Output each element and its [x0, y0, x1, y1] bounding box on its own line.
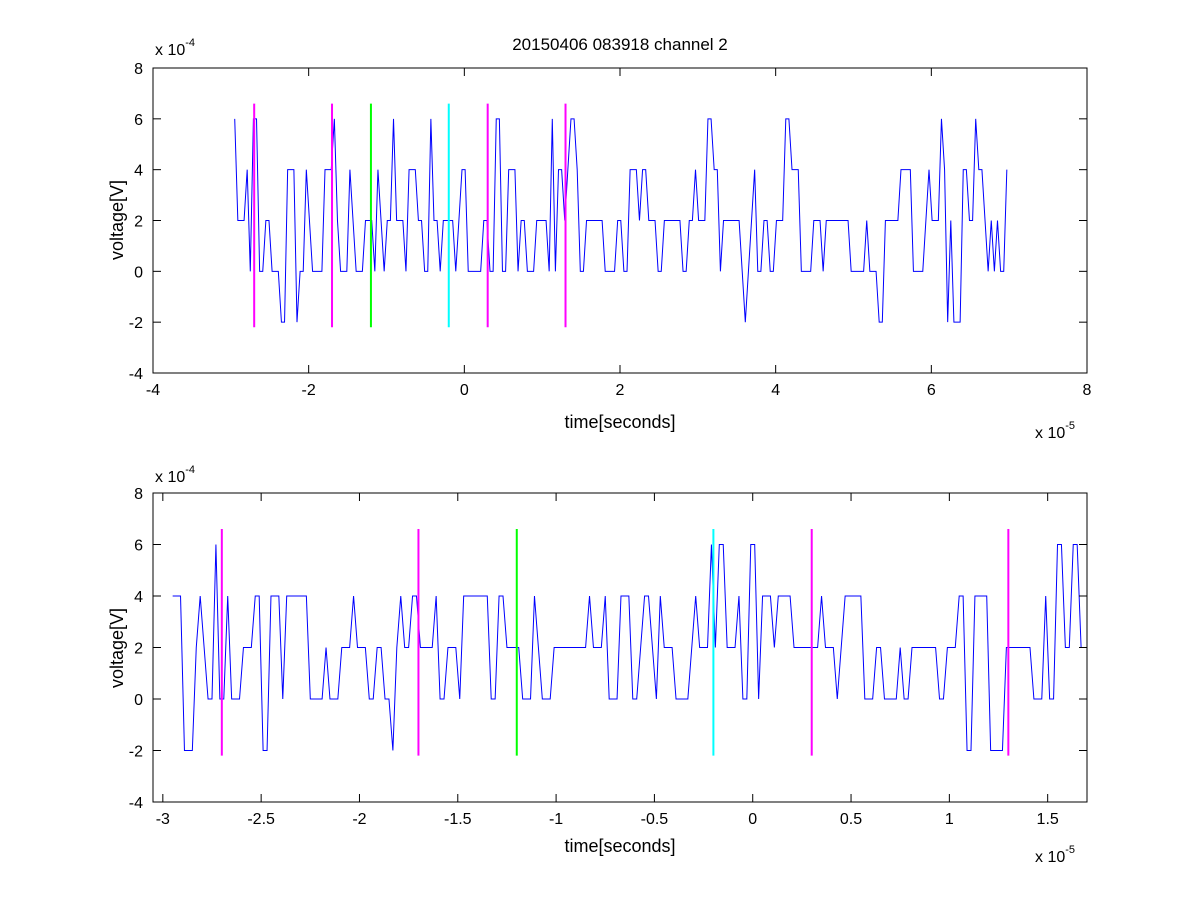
top-chart-x-tick-label: -4 — [146, 382, 160, 399]
bottom-chart-x-tick-label: -1 — [549, 811, 563, 828]
bottom-chart-x-tick-label: -3 — [156, 811, 170, 828]
top-chart-y-exponent-base: x 10 — [155, 42, 185, 59]
bottom-chart-y-tick-label: 0 — [134, 692, 143, 709]
bottom-chart-y-axis-label: voltage[V] — [107, 608, 127, 688]
top-chart-y-tick-label: 2 — [134, 214, 143, 231]
bottom-chart-x-tick-label: -2 — [352, 811, 366, 828]
top-chart-y-tick-label: 4 — [134, 163, 143, 180]
top-chart-y-tick-label: 8 — [134, 61, 143, 78]
top-chart-signal-series-0 — [234, 118, 1008, 323]
bottom-chart-x-tick-label: -2.5 — [247, 811, 275, 828]
top-chart-x-tick-label: -2 — [302, 382, 316, 399]
top-chart-y-tick-label: -4 — [129, 366, 143, 383]
top-chart-y-tick-label: 0 — [134, 264, 143, 281]
top-chart-x-tick-label: 6 — [927, 382, 936, 399]
top-chart-x-tick-label: 4 — [771, 382, 780, 399]
bottom-chart-y-exponent-base: x 10 — [155, 469, 185, 486]
top-chart-x-tick-label: 2 — [616, 382, 625, 399]
bottom-chart-plot-area — [172, 529, 1086, 756]
top-chart-y-tick-label: 6 — [134, 112, 143, 129]
bottom-chart-y-exponent-power: -4 — [185, 464, 195, 476]
top-chart-x-axis-label: time[seconds] — [564, 412, 675, 432]
bottom-chart-x-tick-label: -0.5 — [641, 811, 669, 828]
bottom-chart-x-exponent-base: x 10 — [1035, 849, 1065, 866]
bottom-chart-x-tick-label: 1.5 — [1037, 811, 1059, 828]
top-chart-y-axis-label: voltage[V] — [107, 180, 127, 260]
bottom-chart-x-exponent: x 10-5 — [1035, 844, 1075, 866]
top-chart-plot-area — [234, 103, 1008, 328]
bottom-chart-y-tick-label: 4 — [134, 589, 143, 606]
top-chart-x-tick-label: 0 — [460, 382, 469, 399]
top-chart-x-exponent: x 10-5 — [1035, 420, 1075, 442]
bottom-chart-x-tick-label: 1 — [945, 811, 954, 828]
bottom-chart-x-axis-label: time[seconds] — [564, 836, 675, 856]
top-chart-ticks: -4 -2 0 2 4 6 8 -4 -2 0 2 4 6 8 — [129, 61, 1092, 399]
bottom-chart: -3 -2.5 -2 -1.5 -1 -0.5 0 0.5 1 1.5 -4 -2 0 2 4 6 8 time… — [107, 464, 1088, 866]
top-chart: -4 -2 0 2 4 6 8 -4 -2 0 2 4 6 8 time[seconds] voltage… — [107, 37, 1092, 442]
bottom-chart-signal-series-0 — [172, 544, 1086, 751]
bottom-chart-ticks: -3 -2.5 -2 -1.5 -1 -0.5 0 0.5 1 1.5 -4 -2 0 2 4 6 8 — [129, 486, 1087, 828]
bottom-chart-x-tick-label: -1.5 — [444, 811, 472, 828]
top-chart-y-tick-label: -2 — [129, 315, 143, 332]
top-chart-x-exponent-base: x 10 — [1035, 425, 1065, 442]
chart-title: 20150406 083918 channel 2 — [512, 35, 728, 54]
bottom-chart-x-tick-label: 0.5 — [840, 811, 862, 828]
top-chart-y-exponent: x 10-4 — [155, 37, 195, 59]
bottom-chart-x-tick-label: 0 — [748, 811, 757, 828]
bottom-chart-y-exponent: x 10-4 — [155, 464, 195, 486]
bottom-chart-y-tick-label: 8 — [134, 486, 143, 503]
bottom-chart-x-exponent-power: -5 — [1065, 844, 1075, 856]
bottom-chart-y-tick-label: -2 — [129, 744, 143, 761]
top-chart-x-exponent-power: -5 — [1065, 420, 1075, 432]
bottom-chart-y-tick-label: 6 — [134, 538, 143, 555]
bottom-chart-y-tick-label: -4 — [129, 795, 143, 812]
top-chart-x-tick-label: 8 — [1083, 382, 1092, 399]
top-chart-y-exponent-power: -4 — [185, 37, 195, 49]
bottom-chart-y-tick-label: 2 — [134, 641, 143, 658]
